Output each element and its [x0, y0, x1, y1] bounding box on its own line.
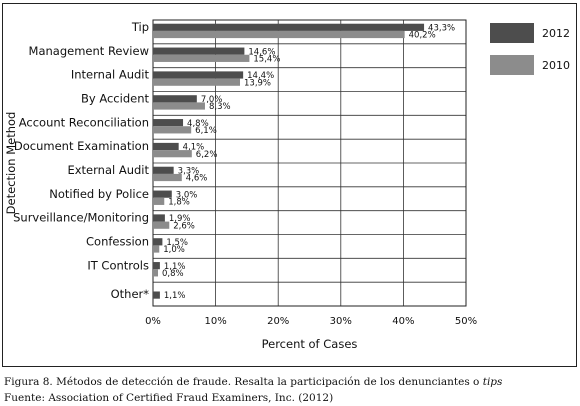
data-label: 40,2%: [409, 31, 436, 41]
data-label: 14,4%: [247, 71, 274, 81]
data-label: 1,5%: [166, 238, 188, 248]
data-label: 1,1%: [164, 291, 186, 301]
legend-swatch-2012: [490, 23, 534, 43]
category-label: By Accident: [81, 91, 150, 105]
data-label: 7,0%: [201, 95, 223, 105]
data-label: 0,8%: [162, 269, 184, 279]
data-label: 3,3%: [178, 166, 200, 176]
bar-2010: [153, 197, 165, 205]
bar-2012: [153, 238, 163, 246]
bar-2010: [153, 245, 160, 253]
bar-2012: [153, 119, 184, 127]
bar-2012: [153, 23, 425, 31]
x-tick-label: 30%: [330, 316, 352, 327]
data-label: 4,1%: [183, 143, 205, 153]
figure-title-text: Figura 8. Métodos de detección de fraude…: [4, 376, 483, 388]
bar-2010: [153, 150, 192, 158]
category-label: Management Review: [29, 44, 149, 58]
y-axis-title: Detection Method: [4, 112, 18, 215]
data-label: 13,9%: [244, 78, 271, 88]
bar-2012: [153, 166, 174, 174]
data-label: 3,0%: [176, 190, 198, 200]
data-label: 14,6%: [248, 47, 275, 57]
data-label: 43,3%: [428, 23, 455, 33]
data-label: 6,1%: [195, 126, 217, 136]
data-label: 4,8%: [187, 119, 209, 129]
bar-2012: [153, 262, 160, 270]
data-label: 1,9%: [169, 214, 191, 224]
figure-caption: Figura 8. Métodos de detección de fraude…: [4, 374, 574, 406]
data-label: 2,6%: [173, 221, 195, 231]
bar-2010: [153, 221, 170, 229]
category-label: Internal Audit: [71, 68, 150, 82]
bar-2012: [153, 291, 160, 299]
bar-2010: [153, 54, 250, 62]
chart-frame: 0% 10% 20% 30% 40% 50% Tip 43,3% 40,2% Management…: [2, 3, 577, 367]
category-label: IT Controls: [87, 258, 149, 272]
x-tick-label: 40%: [392, 316, 414, 327]
bar-2012: [153, 142, 179, 151]
bar-2012: [153, 47, 245, 55]
bar-chart: 0% 10% 20% 30% 40% 50% Tip 43,3%40,2% Management…: [4, 19, 570, 351]
legend-label: 2012: [542, 27, 570, 40]
bar-2010: [153, 102, 205, 110]
data-label: 1,0%: [163, 245, 185, 255]
data-label: 15,4%: [253, 54, 280, 64]
figure-title-italic: tips: [482, 376, 503, 388]
bar-2012: [153, 95, 197, 103]
figure-title: Figura 8. Métodos de detección de fraude…: [4, 374, 574, 390]
category-label: Account Reconciliation: [19, 115, 149, 129]
figure-source: Fuente: Association of Certified Fraud E…: [4, 392, 334, 404]
bar-2012: [153, 71, 244, 79]
bar-2010: [153, 78, 241, 86]
data-label: 1,1%: [164, 262, 186, 272]
category-label: Surveillance/Monitoring: [13, 211, 149, 225]
data-label: 8,3%: [209, 102, 231, 112]
x-tick-label: 10%: [204, 316, 226, 327]
category-label: Tip: [131, 20, 149, 34]
category-label: Document Examination: [14, 139, 149, 153]
bar-2010: [153, 173, 182, 182]
legend-label: 2010: [542, 59, 570, 72]
bar-2010: [153, 126, 192, 134]
data-label: 6,2%: [196, 150, 218, 160]
category-label: Notified by Police: [49, 187, 149, 201]
category-label: Confession: [86, 234, 149, 248]
bar-2012: [153, 214, 165, 222]
x-tick-label: 0%: [145, 316, 161, 327]
legend-swatch-2010: [490, 55, 534, 75]
bar-2010: [153, 269, 159, 277]
x-axis-title: Percent of Cases: [262, 337, 358, 351]
x-tick-label: 50%: [455, 316, 477, 327]
bar-2010: [153, 30, 405, 39]
data-label: 1,8%: [168, 197, 190, 207]
category-label: External Audit: [67, 163, 149, 177]
x-tick-label: 20%: [267, 316, 289, 327]
category-label: Other*: [111, 287, 150, 301]
data-label: 4,6%: [186, 174, 208, 184]
bar-2012: [153, 190, 172, 198]
plot-area-border: [152, 19, 467, 307]
